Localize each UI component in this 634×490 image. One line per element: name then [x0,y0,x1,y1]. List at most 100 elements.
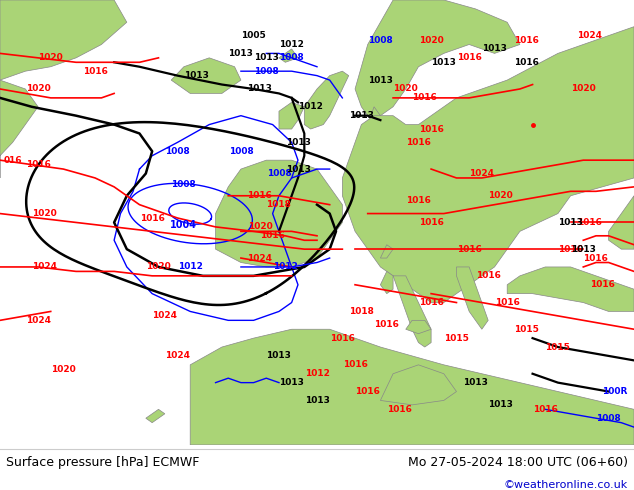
Polygon shape [380,365,456,405]
Text: 1016: 1016 [355,387,380,396]
Polygon shape [380,245,393,258]
Text: 1016: 1016 [406,196,431,205]
Text: 1016: 1016 [577,218,602,227]
Text: 1016: 1016 [590,280,615,289]
Text: 1024: 1024 [152,311,178,320]
Text: 1016: 1016 [387,405,412,414]
Text: 1020: 1020 [146,263,171,271]
Text: 1008: 1008 [279,53,304,62]
Polygon shape [304,71,349,129]
Text: 1013: 1013 [558,218,583,227]
Text: 1016: 1016 [406,138,431,147]
Polygon shape [393,276,431,347]
Polygon shape [0,80,38,178]
Polygon shape [507,267,634,312]
Text: 1024: 1024 [32,263,57,271]
Text: 1016: 1016 [330,334,355,343]
Text: 1016: 1016 [412,94,437,102]
Text: 1020: 1020 [571,84,596,94]
Text: 1016: 1016 [495,298,520,307]
Text: Surface pressure [hPa] ECMWF: Surface pressure [hPa] ECMWF [6,456,200,468]
Text: 1013: 1013 [463,378,488,387]
Text: 1005: 1005 [241,31,266,40]
Text: 1020: 1020 [51,365,76,374]
Text: 1012: 1012 [279,40,304,49]
Text: 1016: 1016 [456,53,482,62]
Text: 1015: 1015 [444,334,469,343]
Text: 1024: 1024 [577,31,602,40]
Text: 1016: 1016 [514,36,539,45]
Text: 1016: 1016 [418,298,444,307]
Polygon shape [609,196,634,249]
Text: 1013: 1013 [254,53,279,62]
Polygon shape [146,409,165,423]
Text: 1016: 1016 [374,320,399,329]
Polygon shape [279,102,304,129]
Text: 1016: 1016 [418,218,444,227]
Text: 1008: 1008 [254,67,279,75]
Text: 1013: 1013 [228,49,254,58]
Text: 1016: 1016 [139,214,165,222]
Text: 1008: 1008 [266,169,292,178]
Text: 1016: 1016 [514,58,539,67]
Text: 1016: 1016 [583,253,609,263]
Text: 1008: 1008 [228,147,254,156]
Text: ©weatheronline.co.uk: ©weatheronline.co.uk [503,480,628,490]
Text: 1013: 1013 [571,245,596,254]
Text: 1013: 1013 [488,400,514,409]
Polygon shape [190,329,634,445]
Text: 1008: 1008 [368,36,393,45]
Text: 100R: 100R [602,387,628,396]
Polygon shape [0,0,127,80]
Text: 1020: 1020 [418,36,444,45]
Text: 1013: 1013 [285,165,311,173]
Text: 1013: 1013 [368,75,393,85]
Polygon shape [342,26,634,302]
Text: 1008: 1008 [596,414,621,423]
Text: 1016: 1016 [476,271,501,280]
Text: 1016: 1016 [247,191,273,200]
Text: 1020: 1020 [488,191,514,200]
Text: 1012: 1012 [304,369,330,378]
Text: 1024: 1024 [25,316,51,325]
Text: 1013: 1013 [285,138,311,147]
Text: 1016: 1016 [82,67,108,75]
Text: 1016: 1016 [533,405,558,414]
Text: 1016: 1016 [342,360,368,369]
Polygon shape [355,0,520,116]
Text: 1024: 1024 [469,169,495,178]
Text: 1018: 1018 [266,200,292,209]
Text: 1020: 1020 [393,84,418,94]
Text: 1004: 1004 [171,220,197,230]
Text: 1015: 1015 [514,325,539,334]
Text: 1012: 1012 [273,263,298,271]
Text: 1008: 1008 [171,180,197,189]
Text: 1020: 1020 [247,222,273,231]
Text: 1013: 1013 [184,71,209,80]
Polygon shape [171,58,241,94]
Text: 1016: 1016 [260,231,285,240]
Text: 1012: 1012 [298,102,323,111]
Polygon shape [368,107,387,129]
Text: Mo 27-05-2024 18:00 UTC (06+60): Mo 27-05-2024 18:00 UTC (06+60) [408,456,628,468]
Text: 1012: 1012 [178,263,203,271]
Text: 1018: 1018 [349,307,374,316]
Text: 016: 016 [3,156,22,165]
Polygon shape [216,160,342,267]
Text: 1015: 1015 [545,343,571,351]
Text: 1020: 1020 [32,209,57,218]
Text: 1013: 1013 [304,396,330,405]
Text: 1020: 1020 [38,53,63,62]
Text: 1008: 1008 [165,147,190,156]
Text: 1016: 1016 [25,160,51,169]
Text: 1016: 1016 [558,245,583,254]
Text: 1013: 1013 [431,58,456,67]
Text: 1024: 1024 [165,351,190,361]
Text: 1013: 1013 [266,351,292,361]
Text: 1013: 1013 [247,84,273,94]
Text: 1013: 1013 [279,378,304,387]
Polygon shape [456,267,488,329]
Text: 1024: 1024 [247,253,273,263]
Polygon shape [279,49,298,62]
Polygon shape [406,320,431,334]
